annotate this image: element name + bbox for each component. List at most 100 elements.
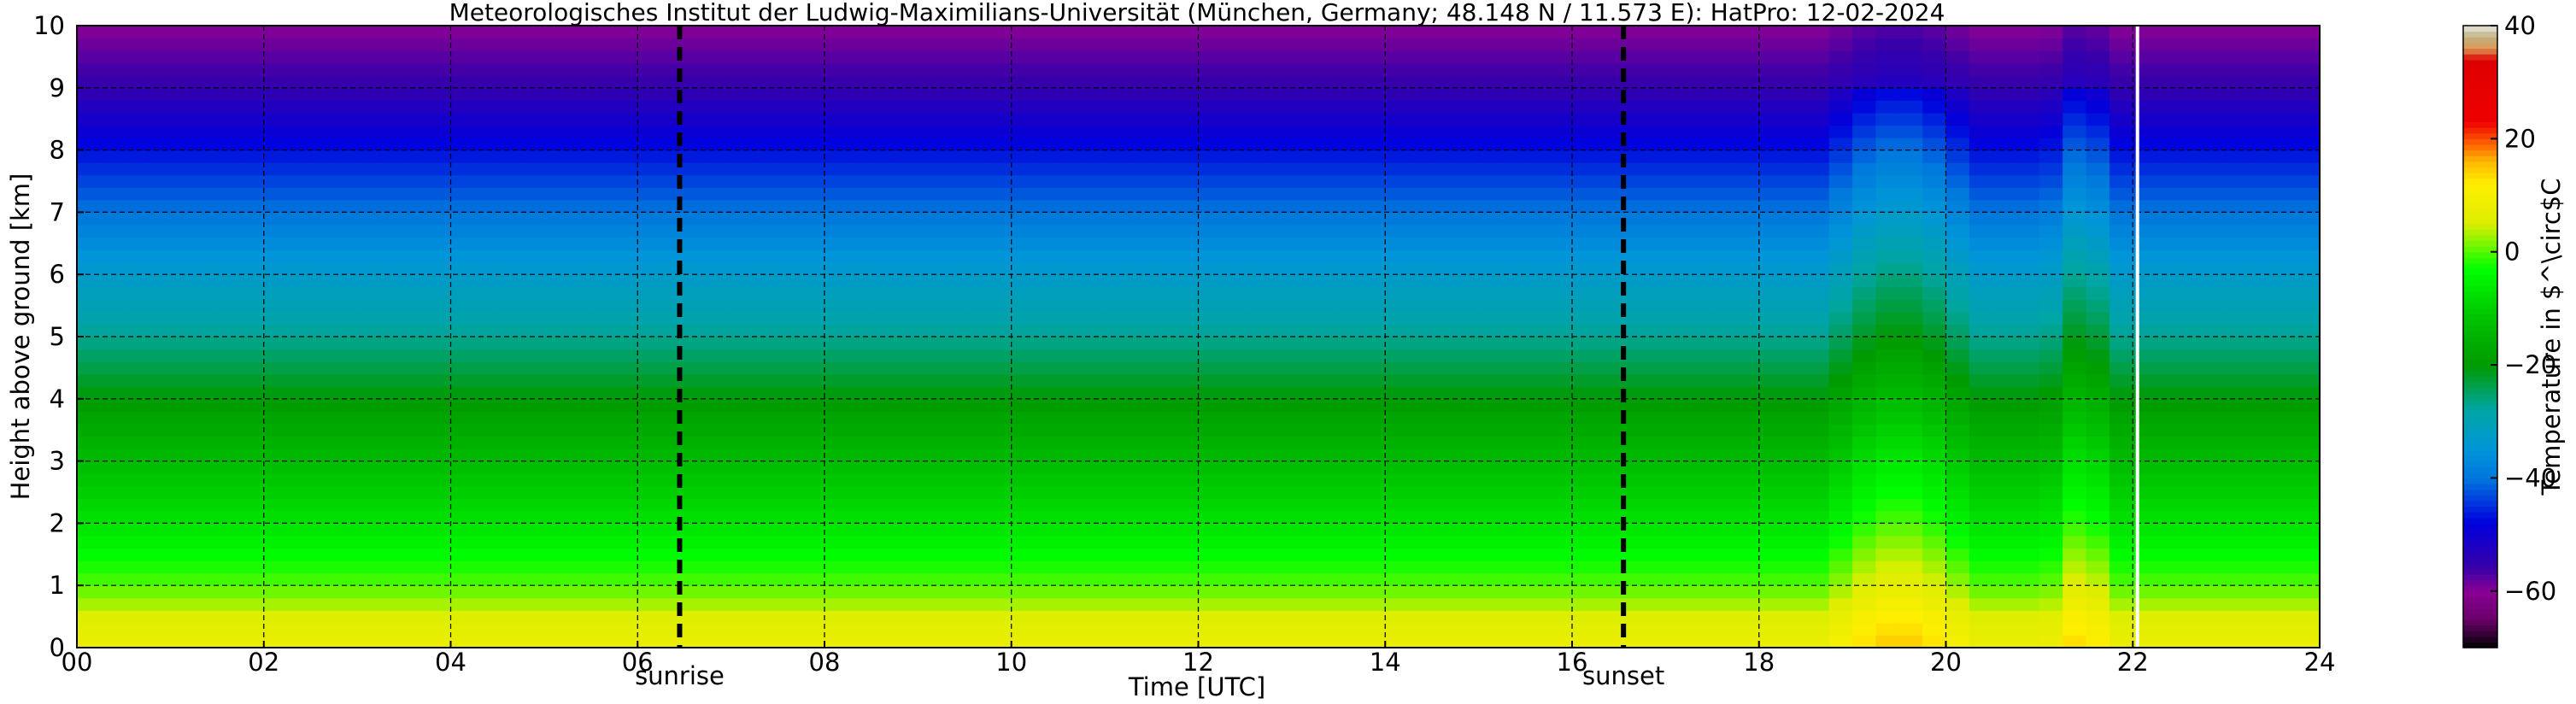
heatmap-cell [310, 548, 335, 561]
heatmap-cell [123, 485, 148, 499]
heatmap-cell [1338, 212, 1363, 226]
heatmap-cell [1712, 361, 1736, 375]
heatmap-cell [848, 138, 872, 151]
heatmap-cell [2179, 150, 2203, 163]
heatmap-cell [988, 449, 1012, 462]
heatmap-cell [1992, 548, 2017, 561]
heatmap-cell [1501, 87, 1526, 101]
heatmap-cell [2063, 535, 2087, 549]
heatmap-cell [965, 38, 989, 51]
heatmap-cell [1595, 597, 1620, 611]
heatmap-cell [287, 411, 312, 425]
heatmap-cell [1035, 174, 1059, 188]
heatmap-cell [1898, 299, 1923, 313]
heatmap-cell [754, 411, 778, 425]
heatmap-cell [1992, 585, 2017, 599]
heatmap-cell [1688, 50, 1713, 64]
heatmap-cell [1712, 449, 1736, 462]
heatmap-cell [123, 162, 148, 176]
heatmap-cell [1035, 50, 1059, 64]
heatmap-cell [287, 26, 312, 39]
heatmap-cell [2203, 150, 2227, 163]
heatmap-cell [1081, 635, 1106, 648]
heatmap-cell [333, 585, 358, 599]
heatmap-cell [1712, 398, 1736, 412]
heatmap-cell [1478, 174, 1503, 188]
x-tick-label: 16 [1557, 648, 1588, 677]
heatmap-cell [1688, 212, 1713, 226]
heatmap-cell [1642, 349, 1666, 362]
heatmap-cell [1478, 572, 1503, 586]
heatmap-cell [941, 548, 965, 561]
heatmap-cell [1665, 423, 1690, 437]
heatmap-cell [824, 337, 848, 350]
heatmap-cell [988, 535, 1012, 549]
heatmap-cell [1735, 349, 1760, 362]
heatmap-cell [1175, 274, 1200, 288]
heatmap-cell [1525, 112, 1550, 126]
heatmap-cell [1688, 324, 1713, 337]
heatmap-cell [1431, 449, 1456, 462]
heatmap-cell [2179, 100, 2203, 114]
heatmap-cell [684, 299, 708, 313]
heatmap-cell [1688, 286, 1713, 300]
heatmap-cell [2273, 423, 2297, 437]
heatmap-cell [2226, 112, 2250, 126]
heatmap-cell [918, 572, 942, 586]
heatmap-cell [450, 249, 475, 263]
heatmap-cell [1291, 423, 1316, 437]
heatmap-cell [918, 373, 942, 387]
heatmap-cell [543, 635, 568, 648]
heatmap-cell [543, 337, 568, 350]
heatmap-cell [988, 87, 1012, 101]
heatmap-cell [1828, 224, 1853, 238]
heatmap-cell [217, 261, 241, 275]
heatmap-cell [357, 125, 382, 138]
heatmap-cell [1151, 125, 1176, 138]
heatmap-cell [2249, 62, 2274, 76]
heatmap-cell [1175, 610, 1200, 624]
heatmap-cell [497, 261, 522, 275]
x-tick-label: 06 [622, 648, 654, 677]
heatmap-cell [1361, 237, 1386, 250]
heatmap-cell [427, 361, 452, 375]
heatmap-cell [1431, 38, 1456, 51]
heatmap-cell [731, 548, 755, 561]
heatmap-cell [1852, 26, 1877, 39]
heatmap-cell [777, 498, 802, 512]
heatmap-cell [1361, 112, 1386, 126]
heatmap-cell [1035, 411, 1059, 425]
heatmap-cell [988, 286, 1012, 300]
colorbar-segment [2463, 370, 2497, 377]
heatmap-cell [427, 535, 452, 549]
heatmap-cell [895, 187, 918, 201]
heatmap-cell [1572, 635, 1596, 648]
heatmap-cell [520, 212, 545, 226]
heatmap-cell [2156, 199, 2180, 213]
heatmap-cell [543, 112, 568, 126]
colorbar-segment [2463, 631, 2497, 637]
heatmap-cell [333, 174, 358, 188]
heatmap-cell [2296, 261, 2321, 275]
heatmap-cell [2109, 510, 2133, 524]
heatmap-cell [2203, 112, 2227, 126]
heatmap-cell [263, 237, 288, 250]
heatmap-cell [1408, 635, 1433, 648]
colorbar-segment [2463, 506, 2497, 513]
heatmap-cell [777, 572, 802, 586]
heatmap-cell [1315, 26, 1340, 39]
heatmap-cell [871, 138, 895, 151]
heatmap-cell [520, 87, 545, 101]
heatmap-cell [1945, 585, 1970, 599]
heatmap-cell [473, 138, 498, 151]
heatmap-cell [427, 224, 452, 238]
heatmap-cell [731, 62, 755, 76]
heatmap-cell [777, 311, 802, 326]
heatmap-cell [707, 237, 732, 250]
heatmap-cell [1735, 150, 1760, 163]
heatmap-cell [1782, 361, 1807, 375]
heatmap-cell [1058, 224, 1083, 238]
heatmap-cell [707, 26, 732, 39]
heatmap-cell [2226, 535, 2250, 549]
heatmap-cell [287, 162, 312, 176]
